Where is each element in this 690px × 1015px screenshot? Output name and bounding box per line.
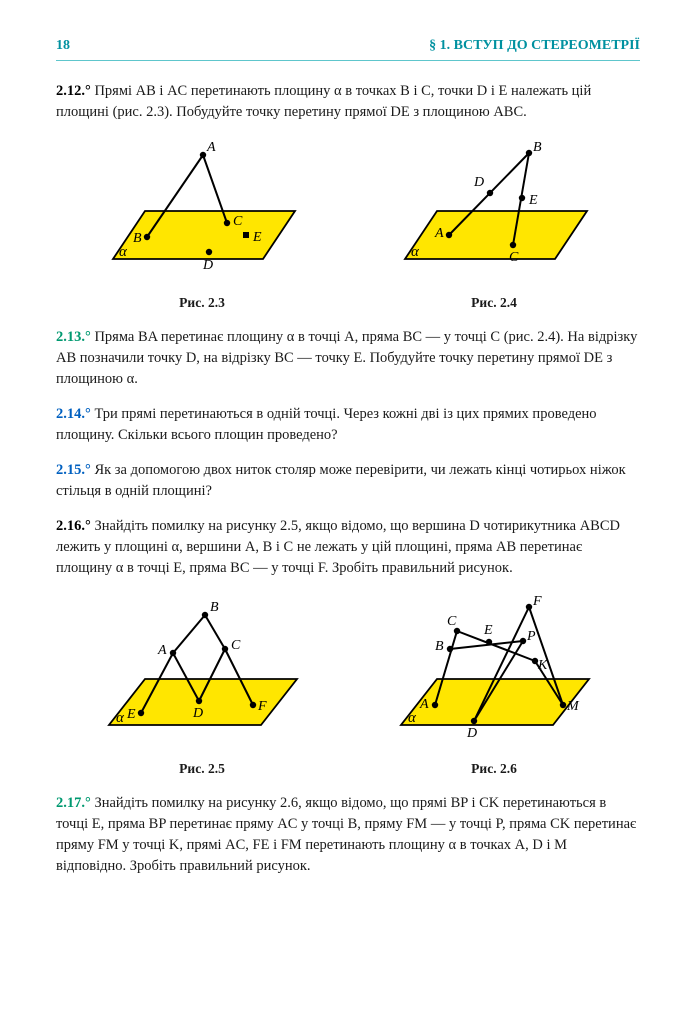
problem-2-12: 2.12.° Прямі AB і AC перетинають площину… — [56, 81, 640, 123]
figure-row-2: B A C D E F α Рис. 2.5 — [56, 593, 640, 779]
problem-text: Знайдіть помилку на рисунку 2.6, якщо ві… — [56, 795, 636, 874]
label-E: E — [126, 707, 136, 722]
problem-number: 2.16.° — [56, 518, 91, 534]
figure-caption: Рис. 2.6 — [377, 759, 612, 779]
label-D: D — [192, 706, 203, 721]
page-number: 18 — [56, 36, 70, 56]
diagram-2-3: A B C D E α — [85, 137, 320, 287]
label-B: B — [533, 140, 542, 155]
label-alpha: α — [116, 710, 125, 726]
figure-2-3: A B C D E α Рис. 2.3 — [85, 137, 320, 313]
label-A: A — [157, 643, 167, 658]
label-C: C — [447, 614, 457, 629]
problem-number: 2.17.° — [56, 795, 91, 811]
label-B: B — [435, 639, 444, 654]
label-D: D — [473, 175, 484, 190]
label-C: C — [231, 638, 241, 653]
label-B: B — [210, 600, 219, 615]
label-F: F — [257, 699, 267, 714]
label-E: E — [483, 623, 493, 638]
label-F: F — [532, 594, 542, 609]
problem-number: 2.13.° — [56, 329, 91, 345]
label-M: M — [566, 699, 580, 714]
page: 18 § 1. ВСТУП ДО СТЕРЕОМЕТРІЇ 2.12.° Пря… — [0, 0, 690, 931]
label-alpha: α — [408, 710, 417, 726]
label-B: B — [133, 231, 142, 246]
figure-caption: Рис. 2.5 — [85, 759, 320, 779]
problem-2-13: 2.13.° Пряма BA перетинає площину α в то… — [56, 327, 640, 390]
label-A: A — [434, 226, 444, 241]
label-alpha: α — [411, 244, 420, 260]
problem-2-17: 2.17.° Знайдіть помилку на рисунку 2.6, … — [56, 793, 640, 877]
problem-text: Прямі AB і AC перетинають площину α в то… — [56, 83, 591, 120]
figure-2-5: B A C D E F α Рис. 2.5 — [85, 593, 320, 779]
figure-caption: Рис. 2.3 — [85, 293, 320, 313]
diagram-2-6: A B C D E F K M P α — [377, 593, 612, 753]
label-C: C — [509, 250, 519, 265]
problem-number: 2.12.° — [56, 83, 91, 99]
problem-number: 2.14.° — [56, 406, 91, 422]
problem-text: Пряма BA перетинає площину α в точці A, … — [56, 329, 637, 387]
label-K: K — [537, 658, 548, 673]
problem-number: 2.15.° — [56, 462, 91, 478]
label-A: A — [206, 140, 216, 155]
label-P: P — [526, 629, 536, 644]
label-C: C — [233, 214, 243, 229]
section-title: § 1. ВСТУП ДО СТЕРЕОМЕТРІЇ — [429, 36, 640, 56]
label-E: E — [528, 193, 538, 208]
problem-2-15: 2.15.° Як за допомогою двох ниток столяр… — [56, 460, 640, 502]
diagram-2-4: B A C D E α — [377, 137, 612, 287]
problem-2-14: 2.14.° Три прямі перетинаються в одній т… — [56, 404, 640, 446]
diagram-2-5: B A C D E F α — [85, 593, 320, 753]
figure-row-1: A B C D E α Рис. 2.3 B A C — [56, 137, 640, 313]
problem-text: Як за допомогою двох ниток столяр може п… — [56, 462, 626, 499]
label-alpha: α — [119, 244, 128, 260]
problem-text: Три прямі перетинаються в одній точці. Ч… — [56, 406, 597, 443]
label-D: D — [202, 258, 213, 273]
figure-2-6: A B C D E F K M P α Рис. 2.6 — [377, 593, 612, 779]
figure-caption: Рис. 2.4 — [377, 293, 612, 313]
figure-2-4: B A C D E α Рис. 2.4 — [377, 137, 612, 313]
problem-2-16: 2.16.° Знайдіть помилку на рисунку 2.5, … — [56, 516, 640, 579]
problem-text: Знайдіть помилку на рисунку 2.5, якщо ві… — [56, 518, 620, 576]
label-D: D — [466, 726, 477, 741]
page-header: 18 § 1. ВСТУП ДО СТЕРЕОМЕТРІЇ — [56, 36, 640, 61]
label-E: E — [252, 230, 262, 245]
label-A: A — [419, 697, 429, 712]
